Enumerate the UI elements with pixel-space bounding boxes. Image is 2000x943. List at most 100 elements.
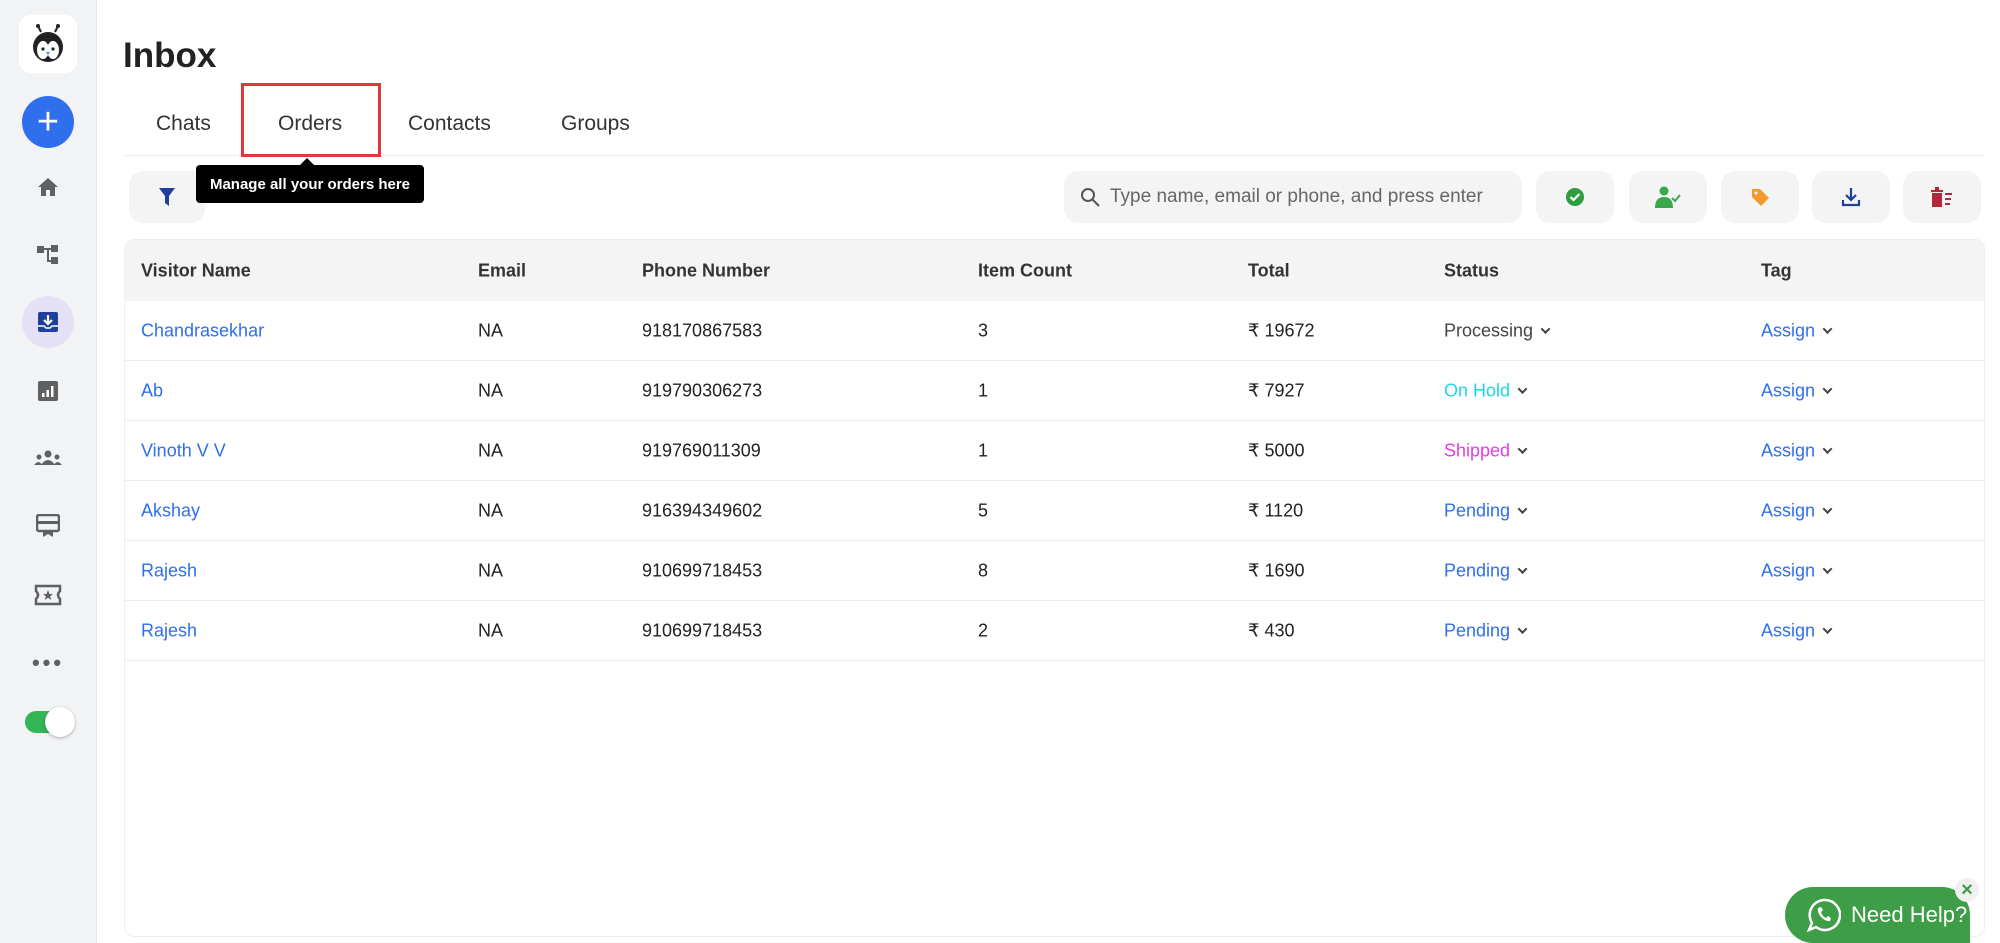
tag-assign-dropdown[interactable]: Assign xyxy=(1761,380,1833,401)
tag-button[interactable] xyxy=(1721,171,1799,223)
search-input[interactable] xyxy=(1110,186,1500,208)
item-count-cell: 1 xyxy=(978,380,989,400)
status-label: Pending xyxy=(1444,620,1511,640)
phone-cell: 918170867583 xyxy=(642,320,763,340)
sidebar-item-inbox[interactable] xyxy=(22,296,74,348)
chevron-down-icon xyxy=(1822,623,1833,634)
sidebar: + ••• xyxy=(0,0,97,943)
email-cell: NA xyxy=(478,440,504,460)
delete-button[interactable] xyxy=(1903,171,1981,223)
chevron-down-icon xyxy=(1540,323,1551,334)
visitor-name-link[interactable]: Ab xyxy=(141,380,164,400)
assign-label: Assign xyxy=(1761,440,1816,460)
col-email[interactable]: Email xyxy=(478,260,527,280)
table-row: Vinoth V V NA 919769011309 1 ₹ 5000 Shipped As… xyxy=(125,421,1984,481)
chevron-down-icon xyxy=(1822,503,1833,514)
tab-groups[interactable]: Groups xyxy=(561,112,630,135)
sidebar-item-flows[interactable] xyxy=(36,244,60,266)
highlight-box xyxy=(241,83,381,157)
col-visitor-name[interactable]: Visitor Name xyxy=(141,260,251,280)
chevron-down-icon xyxy=(1822,443,1833,454)
sidebar-item-home[interactable] xyxy=(37,177,59,197)
status-label: Shipped xyxy=(1444,440,1511,460)
ticket-icon xyxy=(34,584,62,606)
status-label: On Hold xyxy=(1444,380,1511,400)
certificate-icon xyxy=(36,514,60,537)
tag-assign-dropdown[interactable]: Assign xyxy=(1761,500,1833,521)
tag-assign-dropdown[interactable]: Assign xyxy=(1761,440,1833,461)
item-count-cell: 5 xyxy=(978,500,989,520)
status-toggle[interactable] xyxy=(25,707,75,737)
col-phone[interactable]: Phone Number xyxy=(642,260,771,280)
status-dropdown[interactable]: Pending xyxy=(1444,560,1528,581)
tag-assign-dropdown[interactable]: Assign xyxy=(1761,620,1833,641)
assign-label: Assign xyxy=(1761,560,1816,580)
need-help-button[interactable]: Need Help? xyxy=(1785,887,1970,943)
search-icon xyxy=(1081,188,1100,207)
status-dropdown[interactable]: On Hold xyxy=(1444,380,1528,401)
assign-label: Assign xyxy=(1761,320,1816,340)
tab-chats[interactable]: Chats xyxy=(156,112,211,135)
col-item-count[interactable]: Item Count xyxy=(978,260,1072,280)
status-dropdown[interactable]: Pending xyxy=(1444,500,1528,521)
phone-cell: 910699718453 xyxy=(642,560,763,580)
more-icon[interactable]: ••• xyxy=(31,650,65,675)
total-cell: ₹ 19672 xyxy=(1248,320,1315,340)
phone-cell: 916394349602 xyxy=(642,500,763,520)
download-button[interactable] xyxy=(1812,171,1890,223)
chevron-down-icon xyxy=(1822,323,1833,334)
user-check-icon xyxy=(1655,186,1681,208)
status-dropdown[interactable]: Processing xyxy=(1444,320,1551,341)
visitor-name-link[interactable]: Chandrasekhar xyxy=(141,320,265,340)
page-title: Inbox xyxy=(123,36,217,75)
assign-label: Assign xyxy=(1761,620,1816,640)
visitor-name-link[interactable]: Akshay xyxy=(141,500,201,520)
phone-cell: 919790306273 xyxy=(642,380,763,400)
table-row: Rajesh NA 910699718453 8 ₹ 1690 Pending Assign xyxy=(125,541,1984,601)
sidebar-item-analytics[interactable] xyxy=(38,381,58,401)
table-row: Rajesh NA 910699718453 2 ₹ 430 Pending Assign xyxy=(125,601,1984,661)
total-cell: ₹ 1690 xyxy=(1248,560,1305,580)
home-icon xyxy=(38,178,58,196)
chevron-down-icon xyxy=(1822,383,1833,394)
analytics-icon xyxy=(38,381,58,401)
col-status[interactable]: Status xyxy=(1444,260,1500,280)
table-row: Ab NA 919790306273 1 ₹ 7927 On Hold Assign xyxy=(125,361,1984,421)
new-button[interactable]: + xyxy=(22,96,74,148)
chevron-down-icon xyxy=(1517,563,1528,574)
chevron-down-icon xyxy=(1517,443,1528,454)
sidebar-item-contacts[interactable] xyxy=(34,450,62,466)
search-box[interactable] xyxy=(1064,171,1522,223)
assign-label: Assign xyxy=(1761,380,1816,400)
filter-button[interactable] xyxy=(129,171,205,223)
app-logo[interactable] xyxy=(19,15,77,73)
item-count-cell: 1 xyxy=(978,440,989,460)
status-label: Pending xyxy=(1444,500,1511,520)
visitor-name-link[interactable]: Vinoth V V xyxy=(141,440,226,460)
status-dropdown[interactable]: Shipped xyxy=(1444,440,1528,461)
status-label: Processing xyxy=(1444,320,1534,340)
chevron-down-icon xyxy=(1517,503,1528,514)
table-row: Akshay NA 916394349602 5 ₹ 1120 Pending Assign xyxy=(125,481,1984,541)
total-cell: ₹ 5000 xyxy=(1248,440,1305,460)
assign-user-button[interactable] xyxy=(1629,171,1707,223)
tab-contacts[interactable]: Contacts xyxy=(408,112,491,135)
visitor-name-link[interactable]: Rajesh xyxy=(141,620,198,640)
visitor-name-link[interactable]: Rajesh xyxy=(141,560,198,580)
col-total[interactable]: Total xyxy=(1248,260,1290,280)
col-tag[interactable]: Tag xyxy=(1761,260,1792,280)
sidebar-item-campaigns[interactable] xyxy=(34,584,62,606)
email-cell: NA xyxy=(478,500,504,520)
orders-table: Visitor Name Email Phone Number Item Cou… xyxy=(124,239,1985,937)
close-help-button[interactable]: × xyxy=(1955,878,1979,902)
tag-assign-dropdown[interactable]: Assign xyxy=(1761,560,1833,581)
tab-orders[interactable]: Orders xyxy=(278,112,343,135)
mark-resolved-button[interactable] xyxy=(1536,171,1614,223)
item-count-cell: 3 xyxy=(978,320,989,340)
flow-icon xyxy=(37,245,58,264)
status-dropdown[interactable]: Pending xyxy=(1444,620,1528,641)
sidebar-item-templates[interactable] xyxy=(36,514,60,538)
phone-cell: 910699718453 xyxy=(642,620,763,640)
email-cell: NA xyxy=(478,380,504,400)
tag-assign-dropdown[interactable]: Assign xyxy=(1761,320,1833,341)
